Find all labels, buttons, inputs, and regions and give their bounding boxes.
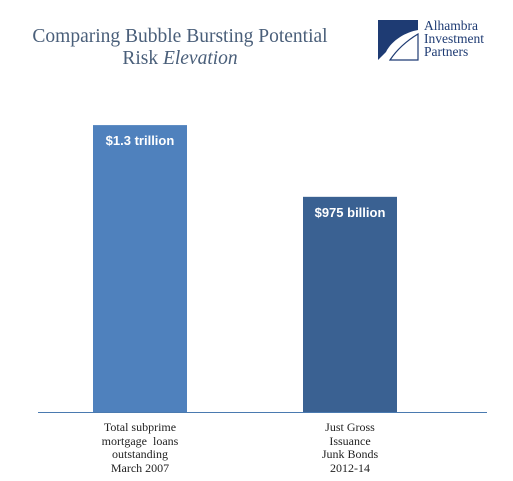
alhambra-logo: Alhambra Investment Partners <box>376 18 506 62</box>
data-label-2: $975 billion <box>315 205 386 220</box>
chart-title-line-2-emphasis: Elevation <box>162 48 238 69</box>
chart-title-line-1: Comparing Bubble Bursting Potential <box>32 26 328 47</box>
x-tick-label-1: Total subprime mortgage loans outstanding M… <box>70 420 210 475</box>
x-tick-label-1-line-2: mortgage loans <box>101 433 179 448</box>
x-tick-label-2-line-1: Just Gross <box>325 420 375 434</box>
logo-line-2: Investment <box>424 31 484 46</box>
x-tick-label-2-line-2: Issuance <box>329 433 371 448</box>
logo-line-1: Alhambra <box>424 18 478 33</box>
x-tick-label-1-line-3: outstanding <box>112 447 168 461</box>
chart-title-line-2: Risk Elevation <box>0 48 360 70</box>
data-label-1: $1.3 trillion <box>106 133 175 148</box>
logo-text: Alhambra Investment Partners <box>424 18 484 59</box>
logo-line-3: Partners <box>424 44 469 59</box>
alhambra-logo-icon <box>378 20 419 61</box>
x-tick-label-1-line-4: March 2007 <box>110 460 170 475</box>
x-tick-label-1-line-1: Total subprime <box>103 420 177 434</box>
chart-title: Comparing Bubble Bursting Potential Risk… <box>0 26 360 70</box>
chart-title-line-2-prefix: Risk <box>122 48 163 69</box>
bar-1 <box>93 125 187 412</box>
x-tick-label-2-line-3: Junk Bonds <box>321 447 379 461</box>
x-tick-label-2-line-4: 2012-14 <box>330 460 370 475</box>
x-tick-label-2: Just Gross Issuance Junk Bonds 2012-14 <box>280 420 420 475</box>
bar-2 <box>303 196 397 412</box>
